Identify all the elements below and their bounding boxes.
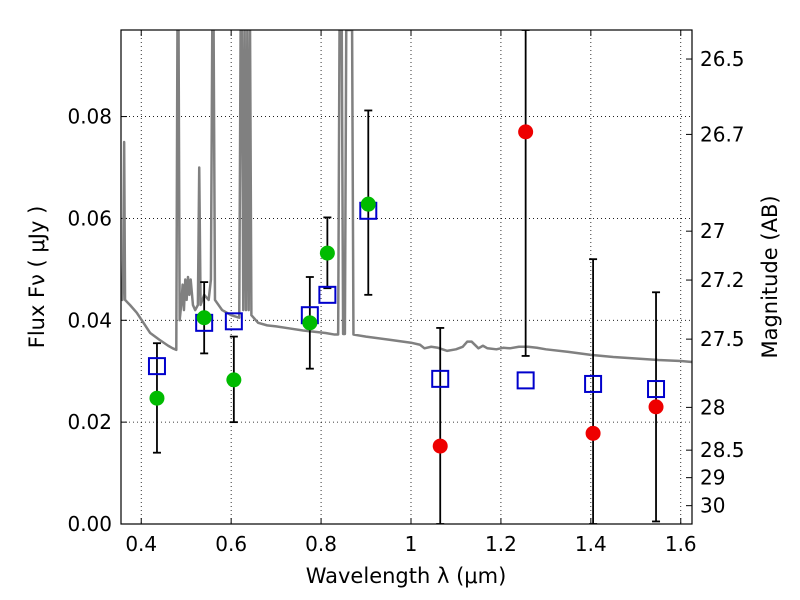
non-detection-point [518,124,534,140]
y-tick-label: 0.06 [67,206,112,230]
y-tick-label: 0.04 [67,308,112,332]
model-photometry-square [584,374,603,393]
non-detection-point [585,425,601,441]
detection-point [302,315,318,331]
x-tick-label: 1.4 [575,532,607,556]
mag-tick-label: 27.2 [700,268,745,292]
tick-labels: 0.4 0.6 0.8 1 1.2 1.4 1.6 0.00 0.02 0.04 0.06 0.08 2… [67,47,744,556]
mag-tick-label: 27.5 [700,327,745,351]
plot-area [121,30,692,524]
model-photometry-square [318,285,337,304]
mag-tick-label: 26.7 [700,122,745,146]
x-tick-label: 1.2 [485,532,517,556]
mag-tick-label: 29 [700,466,725,490]
x-tick-label: 1 [405,532,418,556]
y-tick-label: 0.08 [67,105,112,129]
x-tick-label: 0.6 [215,532,247,556]
non-detection-point [432,438,448,454]
model-photometry-square [647,380,666,399]
model-photometry-square [516,371,535,390]
mag-tick-label: 27 [700,219,725,243]
y-tick-label: 0.00 [67,512,112,536]
detection-point [149,390,165,406]
model-photometry-square [431,369,450,388]
mag-tick-label: 28 [700,395,725,419]
non-detection-point [648,399,664,415]
x-tick-label: 1.6 [665,532,697,556]
x-tick-label: 0.4 [125,532,157,556]
x-tick-label: 0.8 [305,532,337,556]
y-axis-label: Flux Fν ( μJy ) [25,206,49,349]
mag-tick-label: 26.5 [700,47,745,71]
detection-point [196,310,212,326]
plot-frame [120,29,693,525]
detection-point [226,372,242,388]
detection-point [319,245,335,261]
x-axis-label: Wavelength λ (μm) [306,564,507,588]
detection-point [360,196,376,212]
mag-tick-label: 28.5 [700,438,745,462]
mag-tick-label: 30 [700,494,725,518]
model-sed-line [121,30,692,364]
model-photometry-square [224,312,243,331]
y-tick-label: 0.02 [67,410,112,434]
plot-background [121,30,692,524]
model-photometry-square [147,357,166,376]
y-axis-right-label: Magnitude (AB) [758,195,782,358]
